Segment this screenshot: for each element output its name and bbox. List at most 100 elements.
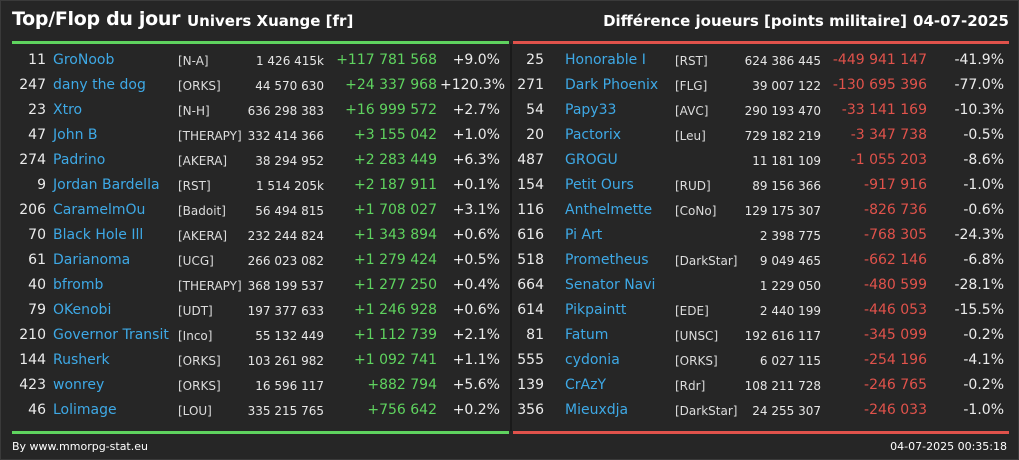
alliance-tag[interactable]: [RST] [178, 179, 211, 193]
list-item: 206 CaramelmOu [Badoit] 56 494 815 +1 708 02… [12, 198, 509, 223]
alliance-tag[interactable]: [AKERA] [178, 229, 228, 243]
player-name-link[interactable]: Padrino [53, 152, 106, 168]
metric-label: Différence joueurs [points militaire] [603, 12, 907, 30]
player-rank: 154 [517, 177, 544, 193]
alliance-tag[interactable]: [ORKS] [178, 354, 221, 368]
alliance-tag[interactable]: [FLG] [675, 79, 708, 93]
alliance-tag[interactable]: [RST] [675, 54, 708, 68]
player-name-link[interactable]: Mieuxdja [565, 402, 629, 418]
player-points: 129 175 307 [744, 204, 821, 218]
alliance-tag[interactable]: [N-H] [178, 104, 210, 118]
player-points: 24 255 307 [752, 404, 821, 418]
player-rank: 116 [517, 202, 544, 218]
list-item: 487 GROGU 11 181 109 -1 055 203 -8.6% [513, 148, 1009, 173]
list-item: 356 Mieuxdja [DarkStar] 24 255 307 -246 033 -… [513, 398, 1009, 423]
alliance-tag[interactable]: [LOU] [178, 404, 212, 418]
alliance-tag[interactable]: [AVC] [675, 104, 709, 118]
player-name-link[interactable]: Fatum [565, 327, 609, 343]
alliance-tag[interactable]: [RUD] [675, 179, 711, 193]
player-name-link[interactable]: GROGU [565, 152, 618, 168]
points-difference: -345 099 [864, 327, 927, 343]
list-item: 616 Pi Art 2 398 775 -768 305 -24.3% [513, 223, 1009, 248]
player-name-link[interactable]: Papy33 [565, 102, 617, 118]
player-name-link[interactable]: Dark Phoenix [565, 77, 659, 93]
player-name-link[interactable]: Pactorix [565, 127, 622, 143]
alliance-tag[interactable]: [THERAPY] [178, 279, 242, 293]
points-difference: +24 337 968 [345, 77, 437, 93]
player-name-link[interactable]: Pikpaintt [565, 302, 627, 318]
list-item: 25 Honorable I [RST] 624 386 445 -449 941 14… [513, 48, 1009, 73]
list-item: 210 Governor Transit [Inco] 55 132 449 +1 11… [12, 323, 509, 348]
alliance-tag[interactable]: [EDE] [675, 304, 709, 318]
player-name-link[interactable]: Prometheus [565, 252, 649, 268]
player-name-link[interactable]: dany the dog [53, 77, 146, 93]
percent-change: +9.0% [452, 52, 500, 68]
alliance-tag[interactable]: [Leu] [675, 129, 706, 143]
points-difference: +1 708 027 [354, 202, 437, 218]
points-difference: -33 141 169 [841, 102, 927, 118]
alliance-tag[interactable]: [UNSC] [675, 329, 719, 343]
percent-change: -6.8% [963, 252, 1004, 268]
player-name-link[interactable]: Governor Transit [53, 327, 169, 343]
alliance-tag[interactable]: [UCG] [178, 254, 214, 268]
player-name-link[interactable]: cydonia [565, 352, 620, 368]
player-name-link[interactable]: Anthelmette [565, 202, 653, 218]
player-rank: 61 [28, 252, 46, 268]
alliance-tag[interactable]: [Badoit] [178, 204, 226, 218]
points-difference: -917 916 [864, 177, 927, 193]
player-name-link[interactable]: Jordan Bardella [53, 177, 160, 193]
player-name-link[interactable]: Senator Navi [565, 277, 656, 293]
player-points: 9 049 465 [759, 254, 821, 268]
list-item: 614 Pikpaintt [EDE] 2 440 199 -446 053 -15.5% [513, 298, 1009, 323]
player-points: 103 261 982 [247, 354, 324, 368]
flop-accent-bar [513, 41, 1009, 44]
player-rank: 555 [517, 352, 544, 368]
player-name-link[interactable]: Xtro [53, 102, 83, 118]
points-difference: -246 033 [864, 402, 927, 418]
player-rank: 40 [28, 277, 46, 293]
points-difference: -246 765 [864, 377, 927, 393]
alliance-tag[interactable]: [UDT] [178, 304, 213, 318]
alliance-tag[interactable]: [AKERA] [178, 154, 228, 168]
player-rank: 46 [28, 402, 46, 418]
player-name-link[interactable]: Rusherk [53, 352, 110, 368]
player-points: 197 377 633 [247, 304, 324, 318]
points-difference: -446 053 [864, 302, 927, 318]
player-name-link[interactable]: John B [53, 127, 98, 143]
player-name-link[interactable]: Black Hole Ill [53, 227, 144, 243]
alliance-tag[interactable]: [DarkStar] [675, 404, 738, 418]
alliance-tag[interactable]: [Rdr] [675, 379, 706, 393]
player-name-link[interactable]: bfromb [53, 277, 104, 293]
points-difference: +16 999 572 [345, 102, 437, 118]
list-item: 54 Papy33 [AVC] 290 193 470 -33 141 169 -10.3… [513, 98, 1009, 123]
player-rank: 247 [19, 77, 46, 93]
player-name-link[interactable]: Pi Art [565, 227, 603, 243]
top-losers-list: 25 Honorable I [RST] 624 386 445 -449 941 14… [513, 48, 1009, 423]
percent-change: +0.1% [452, 177, 500, 193]
player-name-link[interactable]: Lolimage [53, 402, 117, 418]
player-name-link[interactable]: Darianoma [53, 252, 131, 268]
list-item: 144 Rusherk [ORKS] 103 261 982 +1 092 741 +1.… [12, 348, 509, 373]
alliance-tag[interactable]: [ORKS] [178, 379, 221, 393]
player-name-link[interactable]: Petit Ours [565, 177, 634, 193]
percent-change: +0.6% [452, 227, 500, 243]
player-name-link[interactable]: CaramelmOu [53, 202, 146, 218]
alliance-tag[interactable]: [ORKS] [675, 354, 718, 368]
percent-change: -10.3% [954, 102, 1004, 118]
list-item: 11 GroNoob [N-A] 1 426 415k +117 781 568 +9.0… [12, 48, 509, 73]
alliance-tag[interactable]: [CoNo] [675, 204, 717, 218]
player-name-link[interactable]: Honorable I [565, 52, 646, 68]
alliance-tag[interactable]: [THERAPY] [178, 129, 242, 143]
percent-change: +0.5% [452, 252, 500, 268]
player-name-link[interactable]: OKenobi [53, 302, 112, 318]
alliance-tag[interactable]: [N-A] [178, 54, 209, 68]
alliance-tag[interactable]: [Inco] [178, 329, 213, 343]
player-rank: 614 [517, 302, 544, 318]
points-difference: -768 305 [864, 227, 927, 243]
player-name-link[interactable]: CrAzY [565, 377, 607, 393]
player-name-link[interactable]: GroNoob [53, 52, 115, 68]
percent-change: +1.1% [452, 352, 500, 368]
player-name-link[interactable]: wonrey [53, 377, 105, 393]
alliance-tag[interactable]: [DarkStar] [675, 254, 738, 268]
alliance-tag[interactable]: [ORKS] [178, 79, 221, 93]
